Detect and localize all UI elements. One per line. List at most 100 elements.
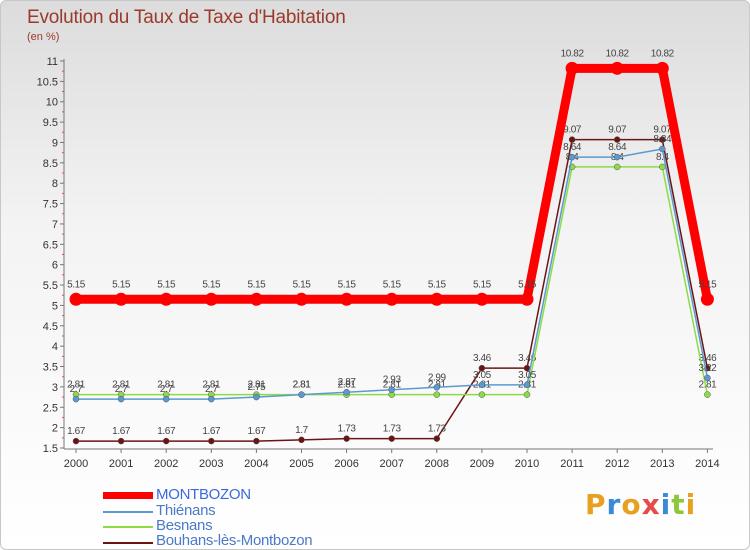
data-point bbox=[385, 292, 399, 306]
legend-label: Besnans bbox=[156, 517, 213, 534]
data-label: 1.67 bbox=[202, 426, 221, 437]
data-point bbox=[249, 292, 263, 306]
data-label: 3.46 bbox=[698, 353, 717, 364]
data-point bbox=[610, 61, 624, 75]
data-point bbox=[433, 391, 441, 398]
data-label: 3.05 bbox=[473, 370, 492, 381]
y-tick-label: 9.5 bbox=[43, 117, 58, 129]
data-point bbox=[204, 292, 218, 306]
y-tick-label: 4.5 bbox=[43, 321, 58, 333]
data-label: 2.75 bbox=[247, 382, 266, 393]
y-tick-label: 3 bbox=[52, 382, 58, 394]
y-tick-label: 11 bbox=[47, 56, 58, 68]
data-label: 10.82 bbox=[561, 48, 585, 59]
data-point bbox=[655, 61, 669, 75]
data-label: 1.7 bbox=[295, 425, 309, 436]
data-point bbox=[523, 391, 531, 398]
legend-swatch bbox=[103, 492, 153, 499]
data-point bbox=[613, 163, 621, 171]
data-label: 2.7 bbox=[205, 384, 219, 395]
legend-label: Bouhans-lès-Montbozon bbox=[156, 532, 313, 549]
data-point bbox=[295, 292, 308, 306]
data-label: 10.82 bbox=[606, 48, 630, 59]
data-label: 8.4 bbox=[656, 152, 670, 163]
data-label: 5.15 bbox=[473, 279, 492, 290]
data-label: 2.81 bbox=[293, 380, 312, 391]
data-label: 3.05 bbox=[518, 370, 537, 381]
data-label: 5.15 bbox=[202, 279, 221, 290]
data-point bbox=[659, 145, 666, 153]
data-label: 8.64 bbox=[608, 142, 627, 153]
data-point bbox=[613, 153, 621, 161]
data-point bbox=[343, 435, 350, 442]
data-point bbox=[253, 437, 260, 445]
data-point bbox=[433, 435, 441, 442]
x-tick-label: 2001 bbox=[109, 458, 133, 470]
data-label: 5.15 bbox=[67, 279, 86, 290]
data-label: 3.46 bbox=[473, 353, 492, 364]
y-tick-label: 7.5 bbox=[43, 199, 58, 211]
series-line bbox=[71, 63, 712, 304]
y-tick-label: 7 bbox=[52, 219, 58, 231]
data-point bbox=[565, 61, 579, 75]
x-tick-label: 2007 bbox=[379, 458, 403, 470]
y-tick-label: 3.5 bbox=[43, 362, 58, 374]
logo-letter: o bbox=[621, 488, 642, 521]
data-label: 5.15 bbox=[112, 279, 131, 290]
x-tick-label: 2014 bbox=[695, 458, 719, 470]
data-point bbox=[208, 395, 215, 403]
x-tick-label: 2012 bbox=[605, 458, 629, 470]
data-label: 2.81 bbox=[112, 380, 131, 391]
data-point bbox=[388, 435, 395, 442]
data-label: 8.84 bbox=[653, 134, 672, 145]
series-line bbox=[75, 148, 709, 400]
data-label: 2.81 bbox=[202, 380, 221, 391]
legend-swatch bbox=[103, 542, 153, 544]
legend-swatch bbox=[103, 526, 153, 528]
data-point bbox=[343, 388, 350, 396]
y-tick-label: 5 bbox=[52, 300, 58, 312]
y-tick-label: 6.5 bbox=[43, 239, 58, 251]
data-label: 3.46 bbox=[518, 353, 537, 364]
data-point bbox=[430, 292, 444, 306]
data-label: 2.99 bbox=[428, 372, 447, 383]
data-point bbox=[704, 374, 711, 382]
data-label: 5.15 bbox=[383, 279, 402, 290]
data-point bbox=[298, 391, 305, 398]
data-label: 5.15 bbox=[698, 279, 717, 290]
data-label: 2.81 bbox=[247, 380, 266, 391]
data-label: 5.15 bbox=[338, 279, 357, 290]
data-label: 2.81 bbox=[338, 380, 357, 391]
data-point bbox=[433, 384, 441, 391]
data-label: 1.73 bbox=[383, 424, 402, 435]
data-label: 1.67 bbox=[247, 426, 266, 437]
data-label: 2.81 bbox=[293, 380, 312, 391]
data-label: 2.81 bbox=[698, 380, 717, 391]
data-label: 5.15 bbox=[518, 279, 537, 290]
logo-letter: i bbox=[660, 488, 672, 521]
data-label: 1.67 bbox=[112, 426, 131, 437]
data-point bbox=[523, 381, 531, 389]
data-point bbox=[568, 136, 576, 143]
data-label: 2.81 bbox=[383, 380, 402, 391]
y-tick-label: 2 bbox=[52, 423, 58, 435]
data-label: 5.15 bbox=[247, 279, 266, 290]
data-label: 1.73 bbox=[428, 424, 447, 435]
x-tick-label: 2005 bbox=[289, 458, 313, 470]
data-point bbox=[388, 386, 395, 393]
data-label: 2.7 bbox=[115, 384, 129, 395]
chart-title: Evolution du Taux de Taxe d'Habitation bbox=[27, 7, 346, 28]
logo-letter: x bbox=[641, 488, 661, 521]
data-point bbox=[253, 393, 260, 401]
data-label: 1.67 bbox=[67, 426, 86, 437]
x-tick-label: 2006 bbox=[334, 458, 358, 470]
data-point bbox=[162, 437, 170, 445]
data-label: 5.15 bbox=[157, 279, 176, 290]
x-tick-label: 2004 bbox=[244, 458, 268, 470]
data-point bbox=[162, 395, 170, 403]
data-point bbox=[114, 292, 128, 306]
data-label: 2.7 bbox=[70, 384, 84, 395]
y-tick-label: 10.5 bbox=[37, 76, 58, 88]
data-label: 9.07 bbox=[608, 125, 627, 136]
